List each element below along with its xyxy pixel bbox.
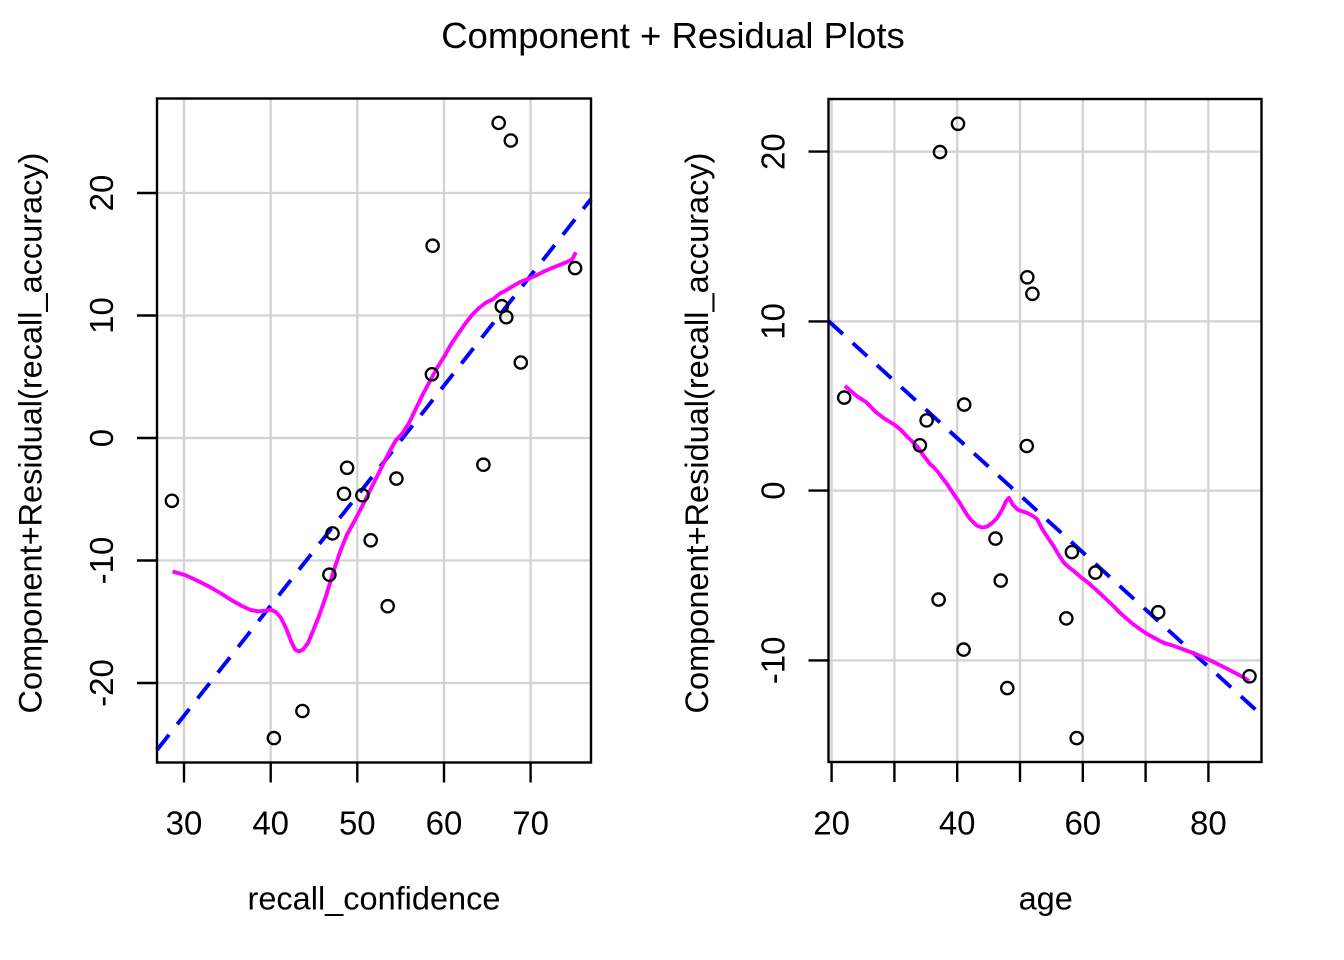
svg-text:10: 10 (83, 297, 120, 334)
svg-text:Component+Residual(recall_accu: Component+Residual(recall_accuracy) (13, 153, 49, 714)
svg-text:-20: -20 (83, 659, 120, 707)
svg-text:10: 10 (755, 303, 792, 340)
svg-text:0: 0 (83, 429, 120, 447)
svg-text:20: 20 (813, 805, 850, 842)
svg-text:40: 40 (252, 805, 289, 842)
svg-text:60: 60 (426, 805, 463, 842)
svg-text:Component+Residual(recall_accu: Component+Residual(recall_accuracy) (679, 153, 715, 714)
svg-text:age: age (1019, 881, 1073, 917)
svg-text:20: 20 (83, 175, 120, 212)
svg-text:-10: -10 (755, 637, 792, 685)
svg-text:recall_confidence: recall_confidence (248, 881, 501, 917)
svg-text:80: 80 (1190, 805, 1227, 842)
svg-text:0: 0 (755, 481, 792, 499)
svg-text:60: 60 (1064, 805, 1101, 842)
svg-text:30: 30 (166, 805, 203, 842)
svg-text:50: 50 (339, 805, 376, 842)
svg-text:-10: -10 (83, 537, 120, 585)
svg-text:Component + Residual Plots: Component + Residual Plots (441, 15, 905, 56)
svg-text:20: 20 (755, 133, 792, 170)
svg-text:40: 40 (939, 805, 976, 842)
svg-text:70: 70 (512, 805, 549, 842)
